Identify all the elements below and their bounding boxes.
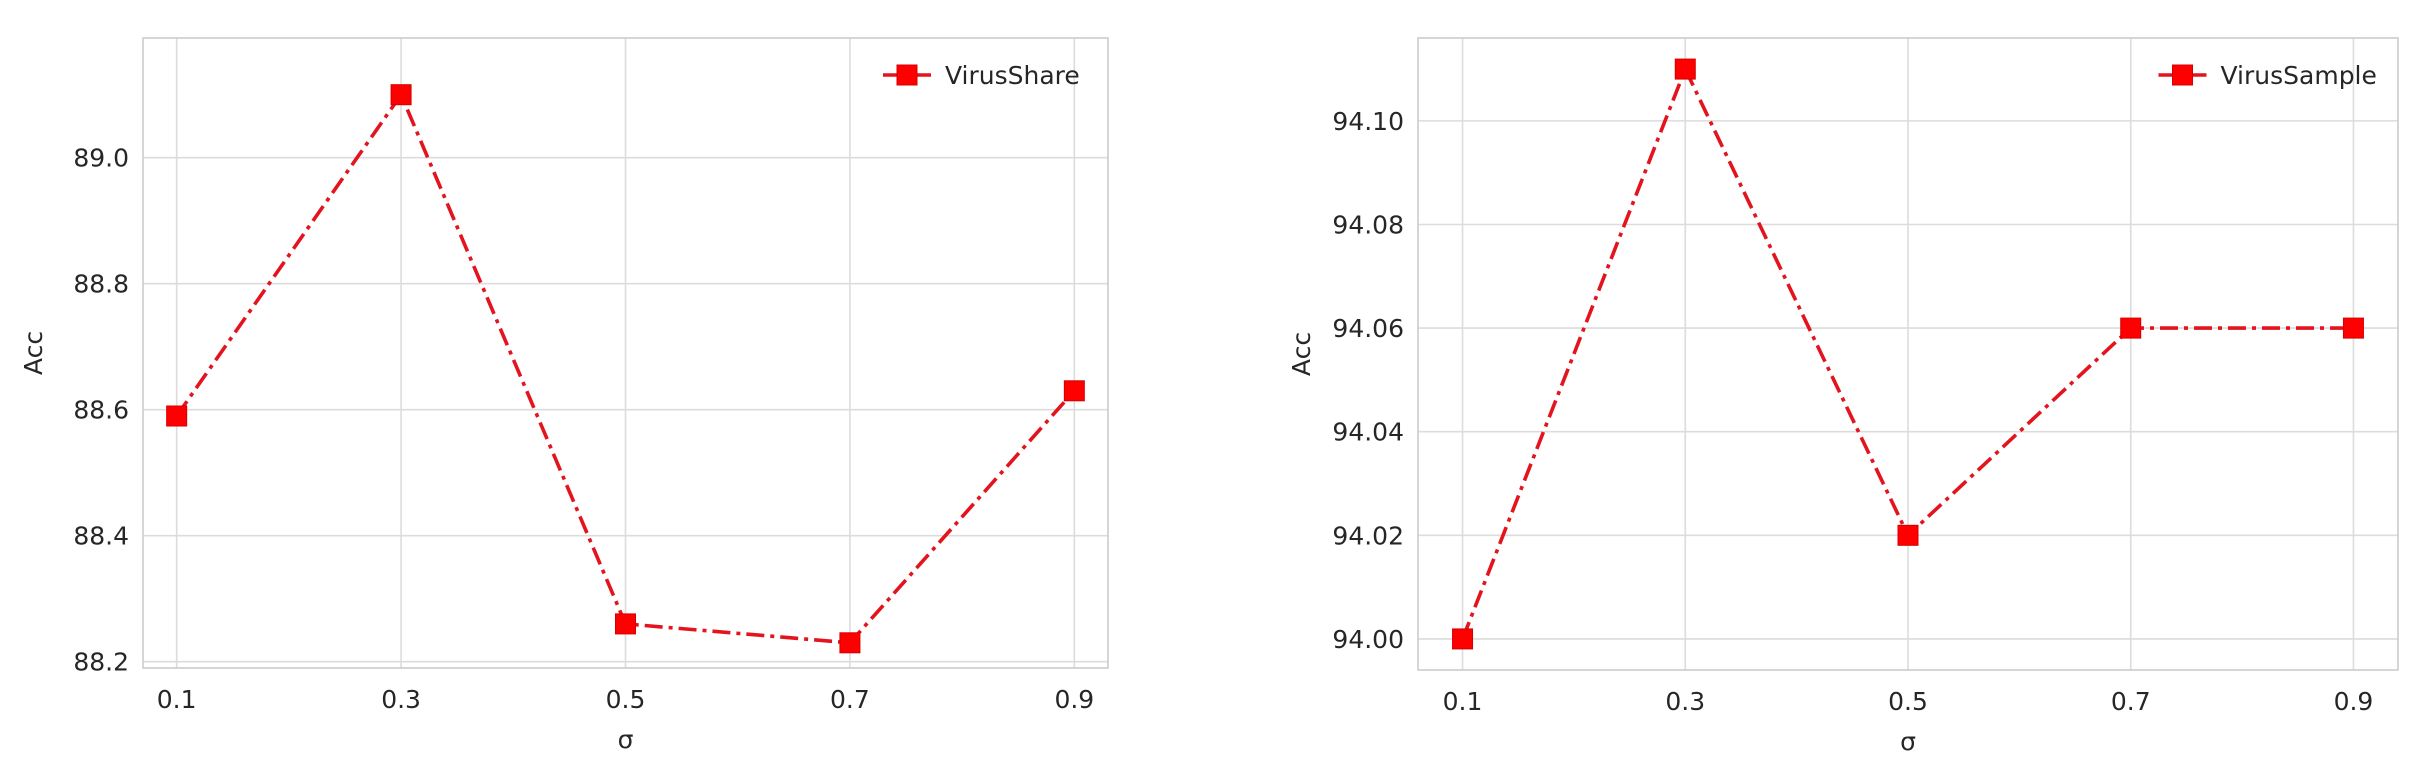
plot-frame (1417, 37, 2399, 671)
data-point (1452, 628, 1474, 650)
chart-virussample: 0.1 0.3 0.5 0.7 0.9 94.00 94.02 94.04 94.06 94.08… (1287, 37, 2399, 756)
x-tick-label: 0.9 (1054, 685, 1094, 714)
data-point (2342, 317, 2364, 339)
plot-frame (142, 37, 1109, 669)
x-tick-label: 0.1 (1443, 687, 1483, 716)
y-tick-label: 88.8 (73, 270, 129, 299)
chart-virusshare: 0.1 0.3 0.5 0.7 0.9 88.2 88.4 88.6 88.8 89.0 σ Acc V… (19, 37, 1109, 754)
data-point (615, 613, 636, 635)
data-point (1674, 58, 1696, 80)
y-tick-label: 89.0 (73, 144, 129, 173)
y-tick-label: 94.04 (1332, 418, 1404, 447)
y-axis-label: Acc (19, 331, 48, 375)
x-axis-label: σ (1900, 727, 1916, 756)
x-tick-label: 0.5 (606, 685, 646, 714)
x-tick-label: 0.3 (381, 685, 421, 714)
y-tick-label: 94.10 (1332, 107, 1404, 136)
x-tick-label: 0.7 (2111, 687, 2151, 716)
y-tick-label: 88.4 (73, 522, 129, 551)
y-tick-label: 88.2 (73, 648, 129, 677)
data-point (2120, 317, 2142, 339)
legend-label: VirusSample (2221, 61, 2377, 90)
y-tick-label: 94.02 (1332, 521, 1404, 550)
y-tick-label: 94.06 (1332, 314, 1404, 343)
y-tick-label: 88.6 (73, 396, 129, 425)
legend-marker (896, 64, 918, 86)
x-tick-label: 0.7 (830, 685, 870, 714)
data-point (166, 405, 188, 427)
data-point (390, 84, 412, 106)
data-point (1897, 524, 1919, 546)
legend-label: VirusShare (945, 61, 1080, 90)
data-point (839, 632, 861, 654)
x-tick-label: 0.9 (2334, 687, 2374, 716)
y-axis-label: Acc (1287, 332, 1316, 376)
y-tick-label: 94.00 (1332, 625, 1404, 654)
y-tick-label: 94.08 (1332, 210, 1404, 239)
x-tick-label: 0.5 (1888, 687, 1928, 716)
legend-marker (2172, 64, 2193, 86)
x-axis-label: σ (618, 725, 634, 754)
x-tick-label: 0.1 (157, 685, 197, 714)
data-point (1063, 380, 1085, 402)
x-tick-label: 0.3 (1665, 687, 1705, 716)
